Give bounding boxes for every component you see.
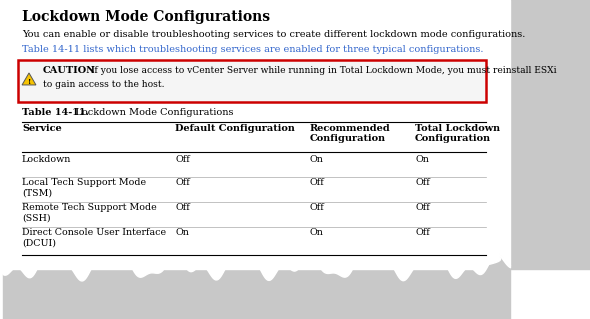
- FancyBboxPatch shape: [18, 60, 486, 102]
- Text: to gain access to the host.: to gain access to the host.: [43, 80, 165, 89]
- Text: Direct Console User Interface
(DCUI): Direct Console User Interface (DCUI): [22, 228, 166, 248]
- Text: !: !: [27, 78, 31, 86]
- Text: Table 14-11 lists which troubleshooting services are enabled for three typical c: Table 14-11 lists which troubleshooting …: [22, 45, 483, 54]
- Text: Off: Off: [175, 203, 190, 212]
- Polygon shape: [478, 0, 590, 269]
- Text: Remote Tech Support Mode
(SSH): Remote Tech Support Mode (SSH): [22, 203, 157, 222]
- Text: On: On: [310, 228, 324, 237]
- Text: On: On: [310, 155, 324, 164]
- Text: Recommended
Configuration: Recommended Configuration: [310, 124, 391, 144]
- Text: You can enable or disable troubleshooting services to create different lockdown : You can enable or disable troubleshootin…: [22, 30, 525, 39]
- Text: Off: Off: [175, 178, 190, 187]
- Text: Service: Service: [22, 124, 62, 133]
- Text: CAUTION: CAUTION: [43, 66, 96, 75]
- Text: Off: Off: [415, 203, 430, 212]
- Text: Off: Off: [175, 155, 190, 164]
- Polygon shape: [22, 73, 36, 85]
- Text: Local Tech Support Mode
(TSM): Local Tech Support Mode (TSM): [22, 178, 146, 197]
- Text: If you lose access to vCenter Server while running in Total Lockdown Mode, you m: If you lose access to vCenter Server whi…: [85, 66, 556, 75]
- Text: Off: Off: [415, 228, 430, 237]
- Text: Total Lockdown
Configuration: Total Lockdown Configuration: [415, 124, 500, 144]
- Text: Off: Off: [310, 203, 324, 212]
- Text: Lockdown Mode Configurations: Lockdown Mode Configurations: [69, 108, 234, 117]
- Text: Lockdown: Lockdown: [22, 155, 71, 164]
- Text: Off: Off: [415, 178, 430, 187]
- Text: Table 14-11.: Table 14-11.: [22, 108, 89, 117]
- Text: On: On: [415, 155, 429, 164]
- Text: Off: Off: [310, 178, 324, 187]
- Text: On: On: [175, 228, 189, 237]
- Text: Lockdown Mode Configurations: Lockdown Mode Configurations: [22, 10, 270, 24]
- FancyBboxPatch shape: [3, 3, 493, 267]
- Text: Default Configuration: Default Configuration: [175, 124, 295, 133]
